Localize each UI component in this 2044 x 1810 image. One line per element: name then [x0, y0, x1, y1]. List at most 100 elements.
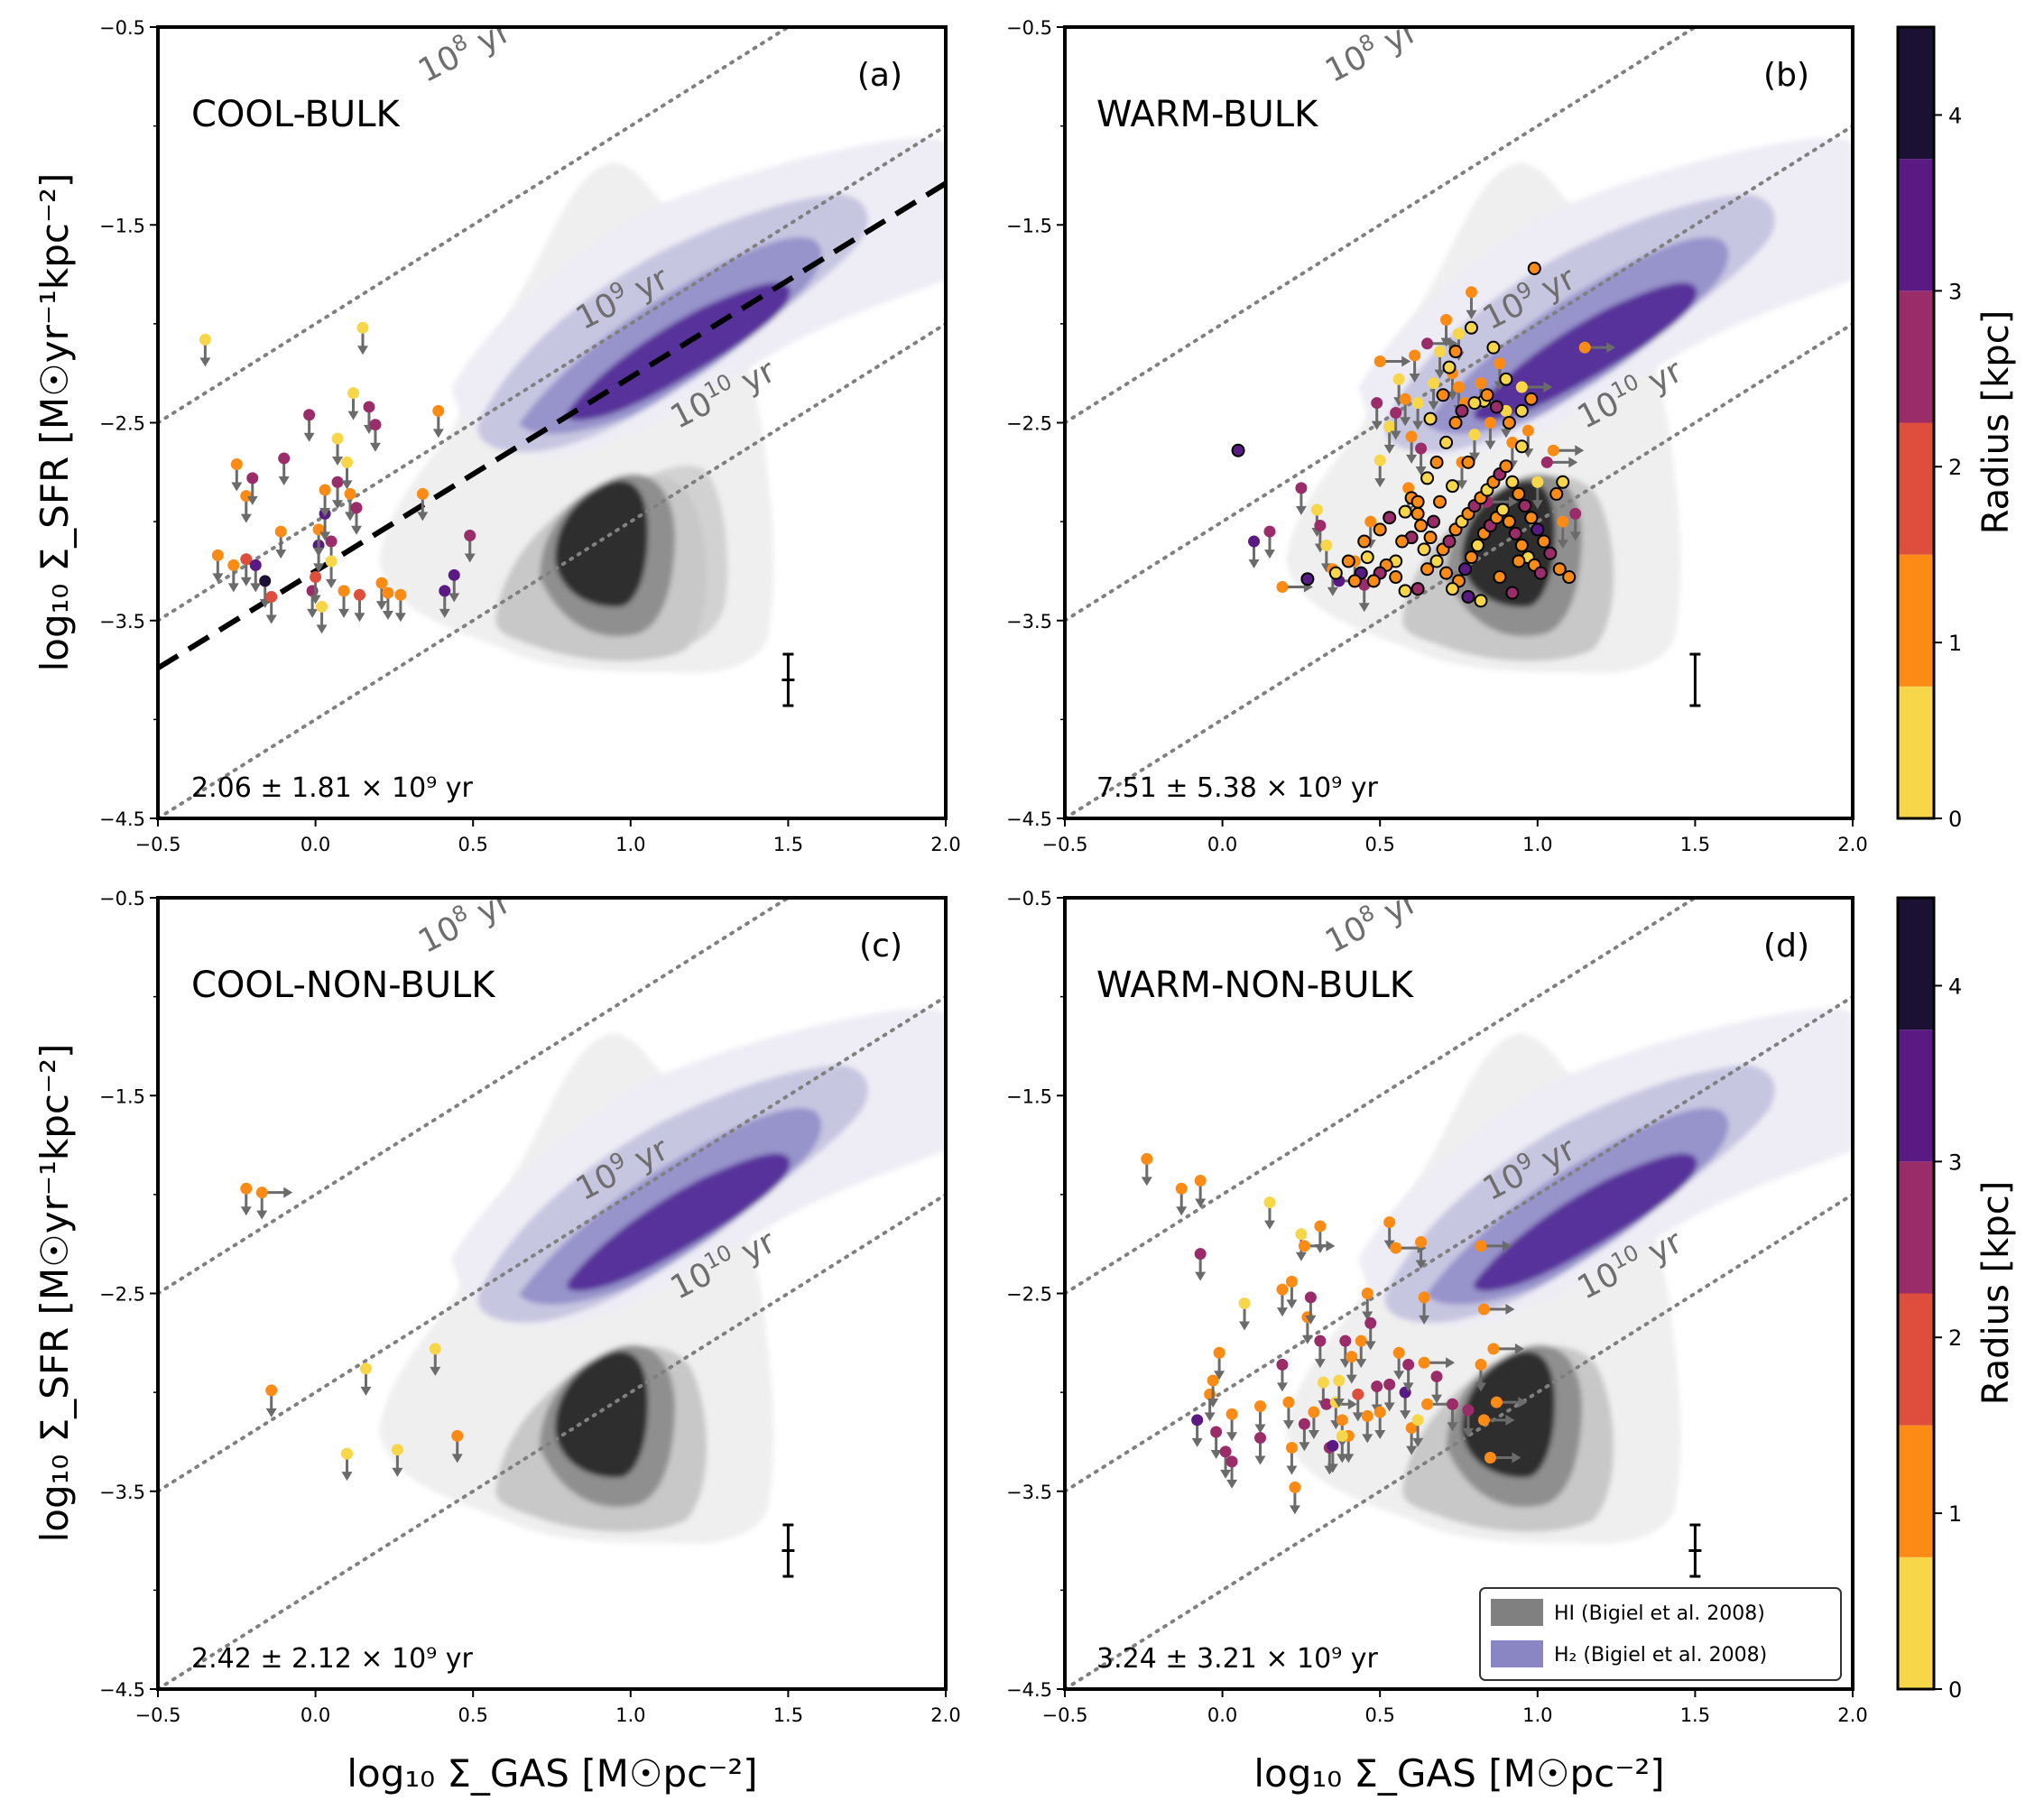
data-point [1427, 514, 1441, 529]
data-point [350, 502, 363, 535]
point-marker [1298, 1240, 1310, 1252]
upper-limit-arrowhead [1400, 417, 1411, 427]
data-point [1547, 444, 1585, 457]
panel-letter: (d) [1763, 928, 1809, 965]
upper-limit-arrowhead [1191, 1437, 1203, 1447]
detection-marker [1527, 261, 1541, 275]
data-point [1552, 562, 1567, 577]
x-tick-label: 2.0 [1837, 1704, 1867, 1726]
upper-limit-arrowhead [332, 500, 344, 510]
y-tick-label: −4.5 [99, 1679, 145, 1701]
detection-marker [1436, 388, 1450, 402]
data-point [1481, 495, 1518, 508]
data-point [1238, 1297, 1251, 1331]
point-marker [1355, 1334, 1367, 1347]
point-marker [363, 401, 375, 413]
y-tick-label: −0.5 [1006, 17, 1052, 39]
point-marker [1191, 1414, 1204, 1427]
data-point [227, 559, 240, 593]
data-point [1346, 1351, 1358, 1384]
detection-marker [1442, 360, 1457, 374]
point-marker [1263, 525, 1276, 538]
upper-limit-arrowhead [316, 624, 328, 634]
detection-marker [1514, 439, 1529, 454]
data-point [316, 600, 328, 634]
point-marker [1314, 1220, 1327, 1233]
data-point [1486, 340, 1501, 355]
data-point [369, 419, 382, 452]
upper-limit-arrowhead [313, 547, 325, 557]
depletion-label-8: 108 yr [411, 9, 516, 90]
data-point [1373, 356, 1411, 368]
point-marker [1477, 1414, 1490, 1427]
point-marker [259, 575, 272, 587]
data-point [1341, 554, 1355, 568]
detection-marker [1464, 550, 1478, 565]
data-point [1549, 486, 1564, 501]
point-marker [451, 1429, 464, 1442]
upper-limit-arrowhead [332, 457, 344, 466]
colorbar-top: 0 1 2 3 4 [1896, 25, 1962, 832]
detection-marker [1455, 403, 1469, 418]
data-point [1402, 1358, 1415, 1392]
x-tick-label: 0.5 [1364, 1704, 1394, 1726]
point-marker [1540, 456, 1553, 468]
point-marker [1225, 1408, 1238, 1420]
upper-limit-arrowhead [1431, 1394, 1443, 1404]
point-marker [1531, 476, 1544, 488]
upper-limit-arrowhead [451, 1454, 463, 1464]
colorbar-tick-label: 1 [1948, 1501, 1962, 1527]
detection-marker [1328, 566, 1343, 580]
point-marker [1487, 1343, 1500, 1355]
x-tick-label: 1.0 [615, 1704, 645, 1726]
data-point [1428, 377, 1440, 411]
point-marker [1383, 1216, 1396, 1229]
detection-marker [1429, 455, 1444, 469]
point-marker [391, 1444, 403, 1456]
depletion-line-10 [158, 1192, 946, 1689]
data-point [1562, 570, 1577, 585]
upper-limit-arrowhead [356, 346, 368, 356]
point-marker [347, 387, 360, 400]
point-marker [1213, 1346, 1225, 1359]
upper-limit-arrowhead [1327, 1464, 1338, 1473]
lower-limit-arrowhead [1508, 496, 1518, 508]
data-point [359, 1362, 372, 1396]
upper-limit-arrowhead [1419, 1315, 1430, 1325]
point-marker [1421, 1398, 1434, 1410]
point-marker [1285, 1275, 1298, 1288]
point-marker [369, 419, 382, 431]
data-point [1429, 554, 1444, 568]
lower-limit-arrowhead [1505, 1304, 1515, 1316]
data-point [303, 409, 316, 442]
point-marker [278, 452, 291, 465]
point-marker [1238, 1297, 1251, 1309]
x-tick-label: −0.5 [1042, 1704, 1088, 1726]
data-point [1289, 1481, 1301, 1515]
data-point [1410, 506, 1425, 521]
x-tick-label: −0.5 [1042, 834, 1088, 855]
x-tick-label: 1.0 [615, 834, 645, 855]
data-point [1248, 535, 1261, 569]
data-point [1415, 1235, 1428, 1270]
data-point [1448, 345, 1463, 359]
upper-limit-arrowhead [1346, 1374, 1357, 1384]
data-point [1505, 475, 1520, 489]
point-marker [1361, 1409, 1373, 1422]
upper-limit-arrowhead [1276, 1382, 1288, 1392]
data-point [1487, 1343, 1524, 1355]
data-point [1410, 582, 1425, 596]
point-marker [1430, 1371, 1443, 1383]
upper-limit-arrowhead [1434, 369, 1446, 379]
point-marker [265, 1384, 278, 1397]
point-marker [316, 600, 328, 613]
upper-limit-arrowhead [1569, 531, 1581, 541]
upper-limit-arrowhead [1289, 1505, 1300, 1515]
h2-density-contours [451, 137, 946, 457]
data-point [1357, 534, 1372, 549]
data-point [394, 588, 407, 623]
detection-marker [1366, 574, 1381, 588]
colorbar-frame [1896, 896, 1936, 1691]
